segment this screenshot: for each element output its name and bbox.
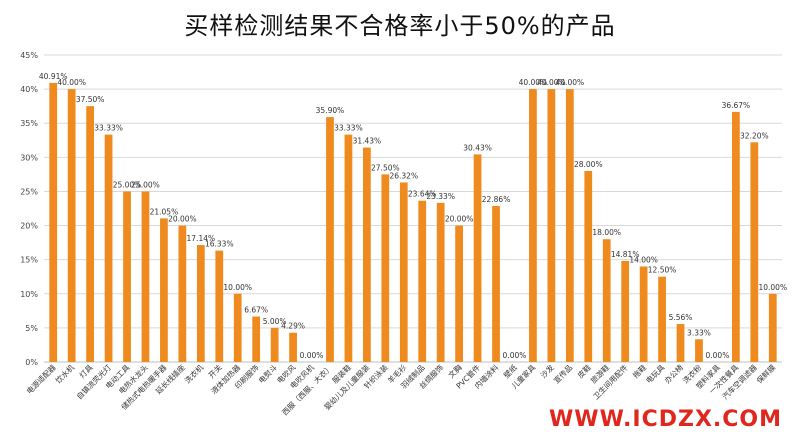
bar xyxy=(326,117,334,363)
chart-title: 买样检测结果不合格率小于50%的产品 xyxy=(184,12,616,40)
y-tick-label: 25% xyxy=(20,187,38,196)
bar xyxy=(123,191,131,362)
bar xyxy=(270,327,279,362)
bar xyxy=(676,324,685,362)
bar-value-label: 25.00% xyxy=(131,180,160,189)
bar-value-label: 21.05% xyxy=(150,207,179,216)
bar xyxy=(547,89,556,362)
bar xyxy=(473,154,482,362)
y-tick-label: 45% xyxy=(20,51,38,60)
x-category-label: 洗衣机 xyxy=(182,362,205,385)
bar-value-label: 0.00% xyxy=(300,351,324,360)
bar-value-label: 32.20% xyxy=(740,131,769,140)
bar-value-label: 4.29% xyxy=(281,322,305,331)
bar xyxy=(492,206,500,362)
y-tick-label: 30% xyxy=(20,153,38,162)
bar-value-label: 18.00% xyxy=(592,228,621,237)
bar-value-label: 23.64% xyxy=(408,190,437,199)
bar-value-label: 27.50% xyxy=(371,163,400,172)
y-tick-label: 5% xyxy=(25,324,38,333)
bar-value-label: 10.00% xyxy=(758,283,787,292)
bar-value-label: 16.33% xyxy=(205,240,234,249)
bar xyxy=(344,134,353,362)
bar-value-label: 17.14% xyxy=(187,234,216,243)
bar-value-label: 31.43% xyxy=(353,137,382,146)
bar-value-label: 25.00% xyxy=(113,180,142,189)
bar-value-label: 40.91% xyxy=(39,72,68,81)
bar xyxy=(418,200,427,362)
bar-value-label: 28.00% xyxy=(574,160,603,169)
bar-value-label: 35.90% xyxy=(316,106,345,115)
y-tick-label: 15% xyxy=(20,256,38,265)
bar xyxy=(141,191,150,362)
bar-value-label: 5.56% xyxy=(669,313,693,322)
bar-value-label: 0.00% xyxy=(706,351,730,360)
bar xyxy=(602,239,611,362)
bar-value-label: 20.00% xyxy=(445,215,474,224)
y-tick-label: 0% xyxy=(25,358,38,367)
bar-value-label: 33.33% xyxy=(334,124,363,133)
bar xyxy=(565,89,574,362)
bar-value-label: 22.86% xyxy=(482,195,511,204)
bar xyxy=(732,111,740,363)
y-tick-label: 10% xyxy=(20,290,38,299)
bar xyxy=(621,260,630,362)
bar xyxy=(215,250,224,362)
bar xyxy=(750,142,759,362)
x-category-label: 办公椅 xyxy=(662,362,685,385)
bar xyxy=(695,339,703,362)
bar-value-label: 26.32% xyxy=(389,171,418,180)
bar-value-label: 14.81% xyxy=(611,250,640,259)
y-tick-label: 20% xyxy=(20,222,38,231)
bar xyxy=(49,82,58,362)
bar xyxy=(178,225,187,362)
x-category-label: 饮水机 xyxy=(53,362,76,385)
bar xyxy=(399,182,408,362)
bar xyxy=(381,174,390,362)
bar xyxy=(86,106,94,363)
bar-value-label: 6.67% xyxy=(244,305,268,314)
bar-value-label: 40.00% xyxy=(537,78,566,87)
bar-value-label: 5.00% xyxy=(263,317,287,326)
bar-value-label: 3.33% xyxy=(687,328,711,337)
bar-value-label: 33.33% xyxy=(94,124,123,133)
bar-value-label: 40.00% xyxy=(556,78,585,87)
bar xyxy=(289,332,297,362)
bar-value-label: 36.67% xyxy=(722,101,751,110)
bar-value-label: 20.00% xyxy=(168,215,197,224)
bar xyxy=(658,276,666,362)
bar-value-label: 0.00% xyxy=(503,351,527,360)
bar xyxy=(363,147,371,362)
bar xyxy=(436,202,445,362)
bar xyxy=(584,170,593,362)
bar xyxy=(196,245,205,362)
bar xyxy=(455,225,463,362)
y-tick-label: 40% xyxy=(20,85,38,94)
bar-value-label: 12.50% xyxy=(648,266,677,275)
bar xyxy=(252,316,261,362)
x-category-label: 保鲜膜 xyxy=(754,362,777,385)
bar-value-label: 37.50% xyxy=(76,95,105,104)
bar-value-label: 10.00% xyxy=(223,283,252,292)
bar-value-label: 40.00% xyxy=(57,78,86,87)
bar xyxy=(160,218,168,362)
bar xyxy=(233,293,242,362)
bar xyxy=(529,89,537,362)
x-category-label: 电玩具 xyxy=(644,362,667,385)
y-tick-label: 35% xyxy=(20,119,38,128)
bar-value-label: 40.00% xyxy=(519,78,548,87)
bar xyxy=(67,89,76,362)
bar xyxy=(639,266,648,362)
bar-value-label: 30.43% xyxy=(463,143,492,152)
bar xyxy=(768,293,777,362)
watermark: WWW.ICDZX.COM xyxy=(549,407,782,432)
x-category-label: 电熨斗 xyxy=(256,362,279,385)
bar-value-label: 23.33% xyxy=(426,192,455,201)
bar xyxy=(104,134,113,362)
bar-value-label: 14.00% xyxy=(629,255,658,264)
x-category-label: 宣传品 xyxy=(551,362,574,385)
